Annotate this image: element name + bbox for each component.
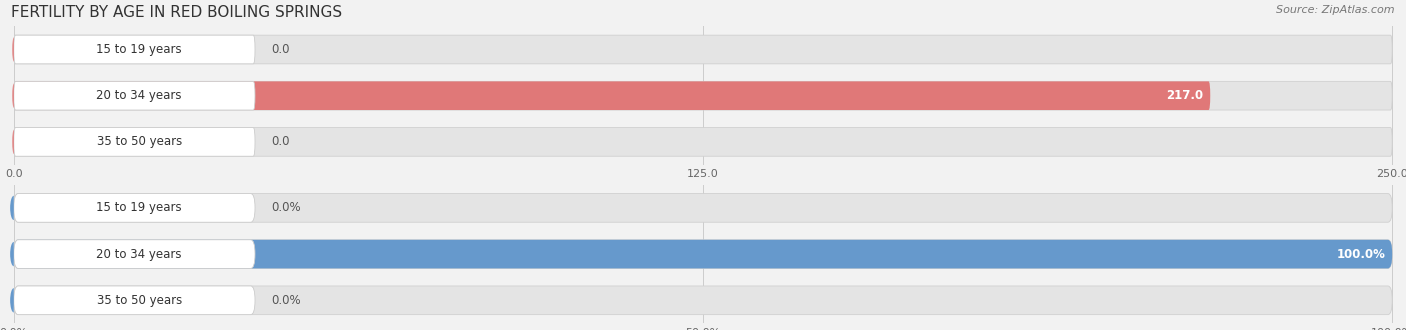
Wedge shape xyxy=(10,242,14,266)
FancyBboxPatch shape xyxy=(14,240,1392,268)
FancyBboxPatch shape xyxy=(14,286,254,314)
FancyBboxPatch shape xyxy=(14,82,254,110)
Text: 0.0%: 0.0% xyxy=(271,294,301,307)
Text: 0.0: 0.0 xyxy=(271,43,290,56)
Text: Source: ZipAtlas.com: Source: ZipAtlas.com xyxy=(1277,5,1395,15)
Text: FERTILITY BY AGE IN RED BOILING SPRINGS: FERTILITY BY AGE IN RED BOILING SPRINGS xyxy=(11,5,343,20)
Text: 20 to 34 years: 20 to 34 years xyxy=(97,248,181,261)
FancyBboxPatch shape xyxy=(14,128,254,156)
Wedge shape xyxy=(10,288,14,313)
FancyBboxPatch shape xyxy=(14,194,254,222)
Wedge shape xyxy=(13,37,14,62)
FancyBboxPatch shape xyxy=(14,82,1392,110)
Text: 0.0: 0.0 xyxy=(271,135,290,148)
FancyBboxPatch shape xyxy=(14,128,1392,156)
FancyBboxPatch shape xyxy=(14,82,1211,110)
FancyBboxPatch shape xyxy=(14,240,254,268)
FancyBboxPatch shape xyxy=(14,35,1392,64)
Text: 15 to 19 years: 15 to 19 years xyxy=(97,43,181,56)
Text: 35 to 50 years: 35 to 50 years xyxy=(97,294,181,307)
FancyBboxPatch shape xyxy=(14,286,1392,314)
Text: 100.0%: 100.0% xyxy=(1337,248,1385,261)
Text: 217.0: 217.0 xyxy=(1166,89,1204,102)
Text: 35 to 50 years: 35 to 50 years xyxy=(97,135,181,148)
Text: 15 to 19 years: 15 to 19 years xyxy=(97,201,181,214)
FancyBboxPatch shape xyxy=(14,35,254,64)
Wedge shape xyxy=(13,130,14,154)
FancyBboxPatch shape xyxy=(14,240,1392,268)
Wedge shape xyxy=(13,83,14,108)
Wedge shape xyxy=(10,196,14,220)
Text: 20 to 34 years: 20 to 34 years xyxy=(97,89,181,102)
Text: 0.0%: 0.0% xyxy=(271,201,301,214)
FancyBboxPatch shape xyxy=(14,194,1392,222)
